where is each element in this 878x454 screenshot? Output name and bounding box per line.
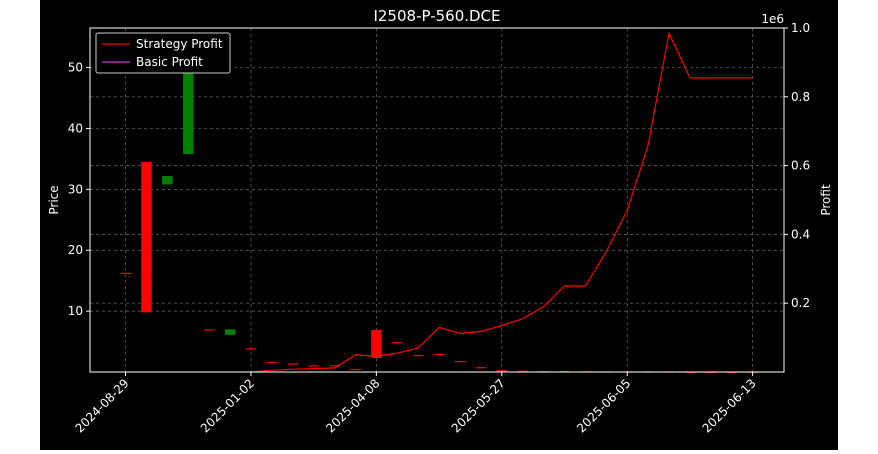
- right-tick-label: 0.2: [791, 296, 810, 310]
- legend-label-strategy-profit: Strategy Profit: [136, 37, 223, 51]
- candle-body: [412, 354, 424, 357]
- chart-panel: 10 20 30 40 50 0.2 0.4 0.6 0.8 1.0 2024-08-29 2025-…: [40, 0, 838, 450]
- candle-body: [517, 370, 528, 372]
- candle-body: [329, 365, 340, 367]
- series-line-strategy-profit: [250, 31, 753, 373]
- candle-body: [433, 353, 445, 355]
- legend-label-basic-profit: Basic Profit: [136, 55, 203, 69]
- candle-body: [141, 161, 152, 313]
- x-tick-label: 2025-05-27: [449, 376, 508, 435]
- candlestick-chart: 10 20 30 40 50 0.2 0.4 0.6 0.8 1.0 2024-08-29 2025-…: [47, 7, 833, 435]
- candle-body: [308, 365, 319, 367]
- candle-body: [120, 272, 131, 274]
- candle-body: [245, 348, 257, 350]
- legend: Strategy Profit Basic Profit: [95, 32, 231, 74]
- right-axis-label: Profit: [819, 184, 833, 216]
- left-tick-label: 30: [68, 182, 83, 196]
- candle-body: [371, 329, 382, 358]
- x-tick-label: 2025-01-02: [198, 376, 257, 435]
- candle-body: [287, 363, 298, 365]
- left-axis-label: Price: [47, 185, 61, 214]
- left-tick-label: 10: [68, 304, 83, 318]
- right-tick-label: 1.0: [791, 21, 810, 35]
- right-tick-label: 0.8: [791, 90, 810, 104]
- left-tick-label: 20: [68, 243, 83, 257]
- chart-title: I2508-P-560.DCE: [373, 7, 500, 25]
- legend-frame: [95, 32, 231, 74]
- candle-body: [266, 361, 278, 363]
- x-tick-label: 2025-04-08: [323, 376, 382, 435]
- candle-body: [203, 329, 215, 331]
- candle-body: [496, 370, 508, 372]
- plot-frame: [89, 27, 785, 373]
- right-axis-multiplier: 1e6: [761, 12, 784, 26]
- x-tick-label: 2024-08-29: [72, 376, 131, 435]
- candle-body: [475, 367, 487, 369]
- candle-body: [454, 361, 466, 363]
- x-tick-label: 2025-06-13: [700, 376, 759, 435]
- candle-body: [392, 342, 403, 344]
- left-tick-label: 40: [68, 121, 83, 135]
- left-tick-label: 50: [68, 61, 83, 75]
- candle-body: [162, 175, 173, 185]
- candle-body: [224, 329, 236, 335]
- right-tick-label: 0.4: [791, 227, 810, 241]
- x-tick-label: 2025-06-05: [574, 376, 633, 435]
- candle-body: [350, 368, 361, 371]
- right-tick-label: 0.6: [791, 159, 810, 173]
- candle-body: [183, 38, 194, 155]
